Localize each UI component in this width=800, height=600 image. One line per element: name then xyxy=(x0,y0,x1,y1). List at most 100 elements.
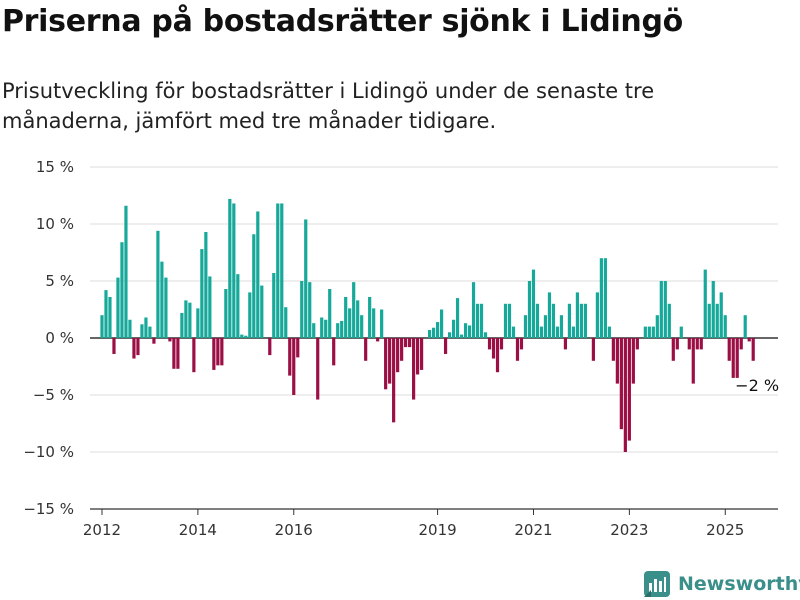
bar-negative xyxy=(268,338,272,356)
bar-positive xyxy=(236,274,240,338)
bar-negative xyxy=(364,338,368,361)
bar-positive xyxy=(284,307,288,338)
bar-positive xyxy=(603,258,607,338)
bar-negative xyxy=(112,338,116,354)
bar-negative xyxy=(443,338,448,354)
bar-positive xyxy=(228,198,232,338)
bar-positive xyxy=(663,281,667,338)
bar-negative xyxy=(675,338,679,350)
bar-positive xyxy=(471,282,476,338)
bar-positive xyxy=(160,261,164,338)
bar-negative xyxy=(615,338,619,384)
bar-positive xyxy=(555,326,560,338)
bar-positive xyxy=(252,234,256,338)
bar-positive xyxy=(232,203,236,338)
bar-positive xyxy=(272,273,276,338)
annotation-label: −2 % xyxy=(735,376,779,395)
bar-negative xyxy=(212,338,216,370)
bar-positive xyxy=(539,326,544,338)
bar-positive xyxy=(435,322,440,338)
bar-positive xyxy=(244,335,248,338)
bar-negative xyxy=(176,338,180,369)
bar-positive xyxy=(507,303,512,338)
bar-positive xyxy=(467,325,472,338)
brand-logo: Newsworthy xyxy=(644,569,800,599)
bar-positive xyxy=(647,326,651,338)
y-tick-label: −15 % xyxy=(23,500,74,518)
bar-positive xyxy=(368,296,372,338)
bar-positive xyxy=(559,315,564,338)
bar-positive xyxy=(312,323,316,338)
bar-positive xyxy=(144,317,148,338)
bar-positive xyxy=(431,327,436,338)
bar-positive xyxy=(463,323,468,338)
bar-negative xyxy=(296,338,300,358)
bar-positive xyxy=(344,296,348,338)
bar-positive xyxy=(164,277,168,338)
x-axis: 2012 2014 2016 2019 2021 2023 2025 xyxy=(83,508,778,539)
bar-positive xyxy=(479,303,484,338)
bar-positive xyxy=(579,303,584,338)
bar-negative xyxy=(388,338,392,384)
bar-negative xyxy=(168,338,172,342)
bar-negative xyxy=(332,338,336,366)
bar-positive xyxy=(547,292,552,338)
bar-positive xyxy=(715,303,719,338)
bar-positive xyxy=(120,242,124,338)
bar-negative xyxy=(152,338,156,344)
bar-negative xyxy=(635,338,639,350)
y-tick-label: 0 % xyxy=(45,329,74,347)
bar-negative xyxy=(735,338,739,378)
bar-positive xyxy=(304,219,308,338)
bar-positive xyxy=(356,300,360,338)
bar-positive xyxy=(308,282,312,338)
bar-positive xyxy=(703,269,707,338)
bar-positive xyxy=(723,315,727,338)
bar-negative xyxy=(192,338,196,373)
bar-negative xyxy=(412,338,416,400)
bar-negative xyxy=(695,338,699,350)
annotations: −2 % xyxy=(735,376,779,395)
bar-negative xyxy=(499,338,504,350)
bar-negative xyxy=(563,338,568,350)
bar-positive xyxy=(659,281,663,338)
y-tick-label: 15 % xyxy=(36,158,74,176)
bar-positive xyxy=(320,317,324,338)
bar-positive xyxy=(551,303,556,338)
bar-positive xyxy=(575,292,580,338)
bar-positive xyxy=(531,269,536,338)
bar-positive xyxy=(503,303,508,338)
y-tick-label: −10 % xyxy=(23,443,74,461)
bar-positive xyxy=(571,326,576,338)
bar-positive xyxy=(527,281,532,338)
bar-negative xyxy=(396,338,400,373)
chart-title: Priserna på bostadsrätter sjönk i Liding… xyxy=(2,4,683,39)
bar-positive xyxy=(483,332,488,338)
bar-negative xyxy=(627,338,631,441)
bar-negative xyxy=(699,338,703,350)
bar-negative xyxy=(487,338,492,350)
bar-negative xyxy=(751,338,755,361)
bar-positive xyxy=(180,312,184,338)
bar-positive xyxy=(711,281,715,338)
bar-positive xyxy=(300,281,304,338)
bar-negative xyxy=(392,338,396,423)
bar-positive xyxy=(719,292,723,338)
bar-positive xyxy=(184,300,188,338)
bar-negative xyxy=(136,338,140,356)
bar-positive xyxy=(260,285,264,338)
bar-negative xyxy=(384,338,388,390)
y-axis-labels: 15 % 10 % 5 % 0 % −5 % −10 % −15 % xyxy=(23,158,74,518)
bar-positive xyxy=(511,326,516,338)
bar-positive xyxy=(224,288,228,338)
bar-positive xyxy=(208,276,212,338)
bar-positive xyxy=(595,292,599,338)
bar-positive xyxy=(188,302,192,338)
bar-negative xyxy=(731,338,735,378)
bar-positive xyxy=(324,319,328,338)
bar-positive xyxy=(543,315,548,338)
bar-negative xyxy=(220,338,224,366)
bar-positive xyxy=(340,320,344,338)
bar-negative xyxy=(727,338,731,361)
bar-negative xyxy=(631,338,635,384)
